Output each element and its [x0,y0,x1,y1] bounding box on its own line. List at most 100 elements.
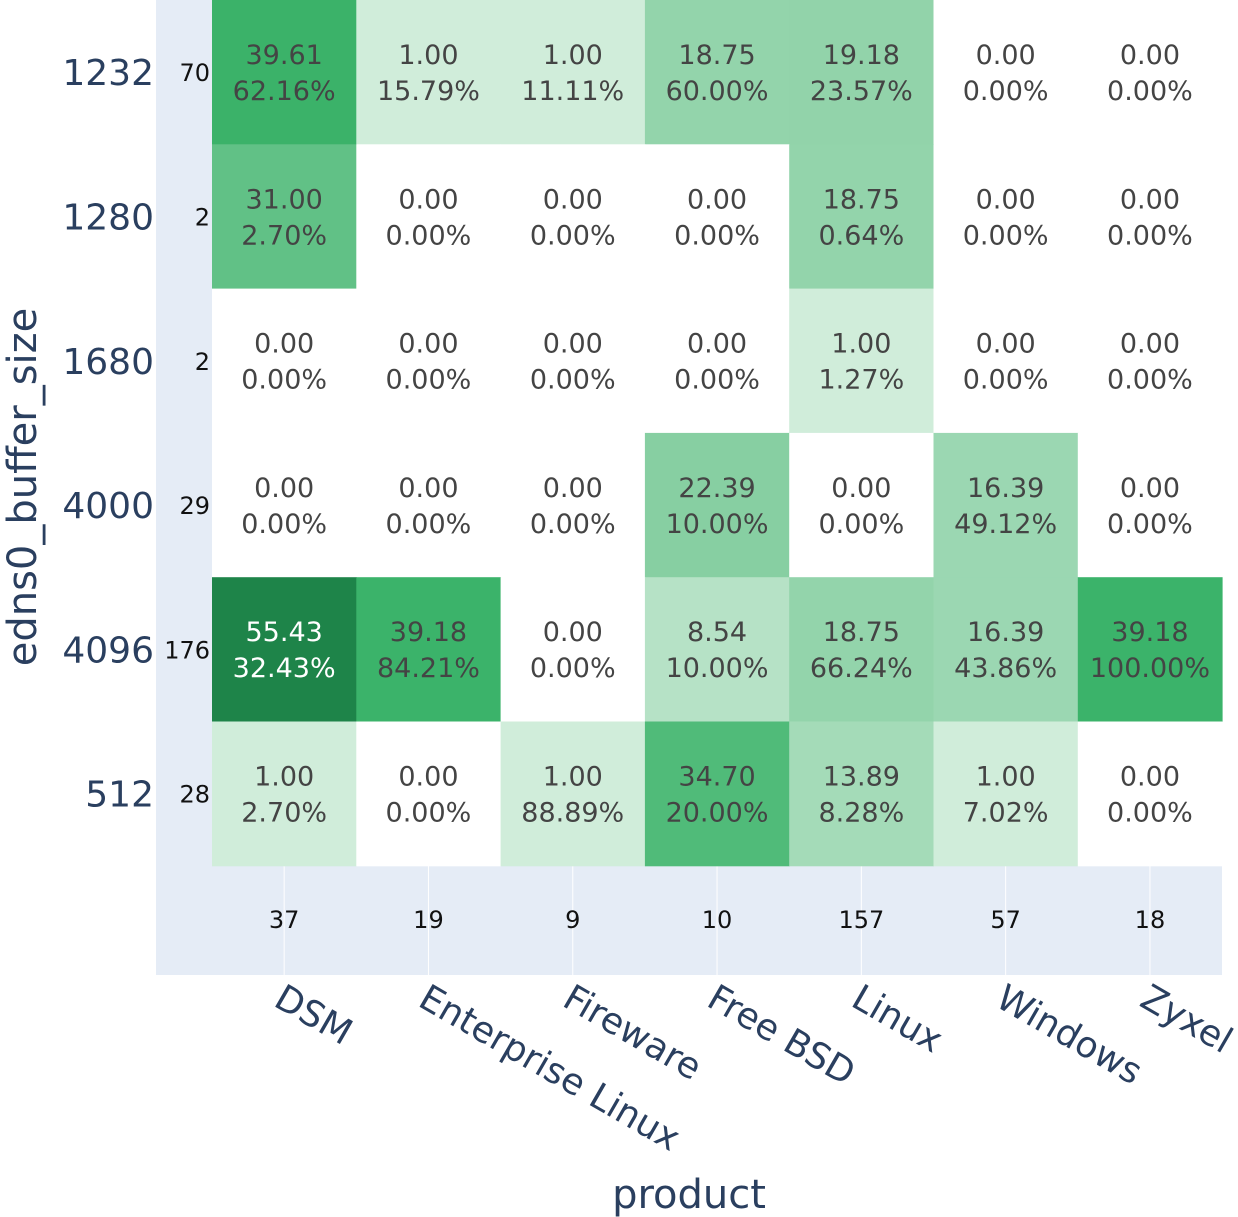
heatmap-cell [1077,144,1223,290]
cell-percent-label: 0.00% [1107,509,1193,540]
cell-value-label: 39.18 [390,617,467,648]
x-axis-title: product [612,1172,766,1217]
heatmap-cell [1077,432,1223,578]
cell-percent-label: 62.16% [233,76,336,107]
heatmap-cell [1077,721,1223,867]
cell-percent-label: 32.43% [233,653,336,684]
cell-percent-label: 2.70% [241,220,327,251]
cell-value-label: 0.00 [976,40,1036,71]
row-total-label: 28 [179,781,210,809]
row-total-label: 176 [164,636,210,664]
cell-value-label: 0.00 [398,762,458,793]
heatmap-cell [500,721,646,867]
x-tick-label: Linux [845,977,950,1061]
cell-percent-label: 0.00% [530,365,616,396]
cell-percent-label: 1.27% [818,365,904,396]
cell-percent-label: 0.00% [386,509,472,540]
column-total-label: 10 [702,906,733,934]
heatmap-cell [789,288,934,434]
heatmap-cell [500,577,646,722]
cell-percent-label: 84.21% [377,653,480,684]
cell-value-label: 0.00 [543,184,603,215]
cell-value-label: 19.18 [823,40,900,71]
cell-percent-label: 11.11% [521,76,624,107]
x-tick-label: Enterprise Linux [412,977,687,1159]
cell-percent-label: 7.02% [963,798,1049,829]
cell-percent-label: 2.70% [241,798,327,829]
cell-value-label: 1.00 [254,762,314,793]
cell-labels: 39.61 62.16% 1.00 15.79% 1.00 11.11% 18.75 60.0… [233,40,1210,829]
cell-value-label: 0.00 [254,329,314,360]
row-total-label: 29 [179,492,210,520]
cell-percent-label: 23.57% [810,76,913,107]
cell-value-label: 18.75 [823,617,900,648]
cell-value-label: 0.00 [831,473,891,504]
heatmap-cell [212,288,357,434]
cell-value-label: 0.00 [543,617,603,648]
y-tick-label: 512 [85,775,154,816]
heatmap-cell [356,721,502,867]
heatmap-cell [500,288,646,434]
cell-percent-label: 0.00% [674,220,760,251]
cell-value-label: 1.00 [398,40,458,71]
heatmap-cell [644,432,790,578]
cell-percent-label: 15.79% [377,76,480,107]
heatmap-cell [644,577,790,722]
cell-value-label: 18.75 [678,40,755,71]
cell-value-label: 0.00 [543,329,603,360]
cell-percent-label: 0.00% [530,509,616,540]
cell-percent-label: 0.00% [386,220,472,251]
cell-percent-label: 49.12% [954,509,1057,540]
heatmap-cell [933,577,1079,722]
x-tick-label: Free BSD [701,977,862,1094]
cell-percent-label: 43.86% [954,653,1057,684]
heatmap-cell [933,288,1079,434]
cell-value-label: 1.00 [543,762,603,793]
y-tick-label: 1680 [62,342,154,383]
heatmap-cell [500,144,646,290]
cell-percent-label: 60.00% [666,76,769,107]
row-totals: 70 2 2 29 176 28 [164,59,210,809]
x-tick-label: DSM [268,977,359,1053]
y-tick-label: 4000 [62,486,154,527]
column-total-label: 9 [565,906,580,934]
heatmap-cell [789,0,934,145]
heatmap-cell [1077,0,1223,145]
x-tick-label: Windows [989,977,1149,1093]
cell-percent-label: 0.00% [1107,220,1193,251]
cell-value-label: 0.00 [398,473,458,504]
heatmap-cell [212,0,357,145]
cell-value-label: 8.54 [687,617,747,648]
cell-value-label: 0.00 [1120,40,1180,71]
cell-value-label: 1.00 [831,329,891,360]
cell-percent-label: 0.00% [1107,365,1193,396]
heatmap-cell [212,144,357,290]
heatmap-cell [212,721,357,867]
cell-percent-label: 10.00% [666,509,769,540]
cell-percent-label: 0.00% [386,798,472,829]
cell-value-label: 39.18 [1111,617,1188,648]
heatmap-cell [500,0,646,145]
heatmap-cell [644,288,790,434]
cell-percent-label: 0.00% [963,76,1049,107]
cell-percent-label: 100.00% [1090,653,1210,684]
cell-percent-label: 0.00% [241,365,327,396]
cell-percent-label: 0.64% [818,220,904,251]
cell-percent-label: 0.00% [818,509,904,540]
y-tick-label: 1280 [62,197,154,238]
column-total-label: 57 [990,906,1021,934]
cell-percent-label: 10.00% [666,653,769,684]
cell-value-label: 0.00 [254,473,314,504]
heatmap-cell [1077,288,1223,434]
y-tick-label: 4096 [62,630,154,671]
heatmap-cell [789,144,934,290]
x-tick-label: Zyxel [1133,977,1238,1062]
cell-value-label: 1.00 [976,762,1036,793]
heatmap-cell [356,144,502,290]
heatmap-cell [933,721,1079,867]
cell-percent-label: 0.00% [241,509,327,540]
heatmap-cell [212,432,357,578]
cell-value-label: 13.89 [823,762,900,793]
